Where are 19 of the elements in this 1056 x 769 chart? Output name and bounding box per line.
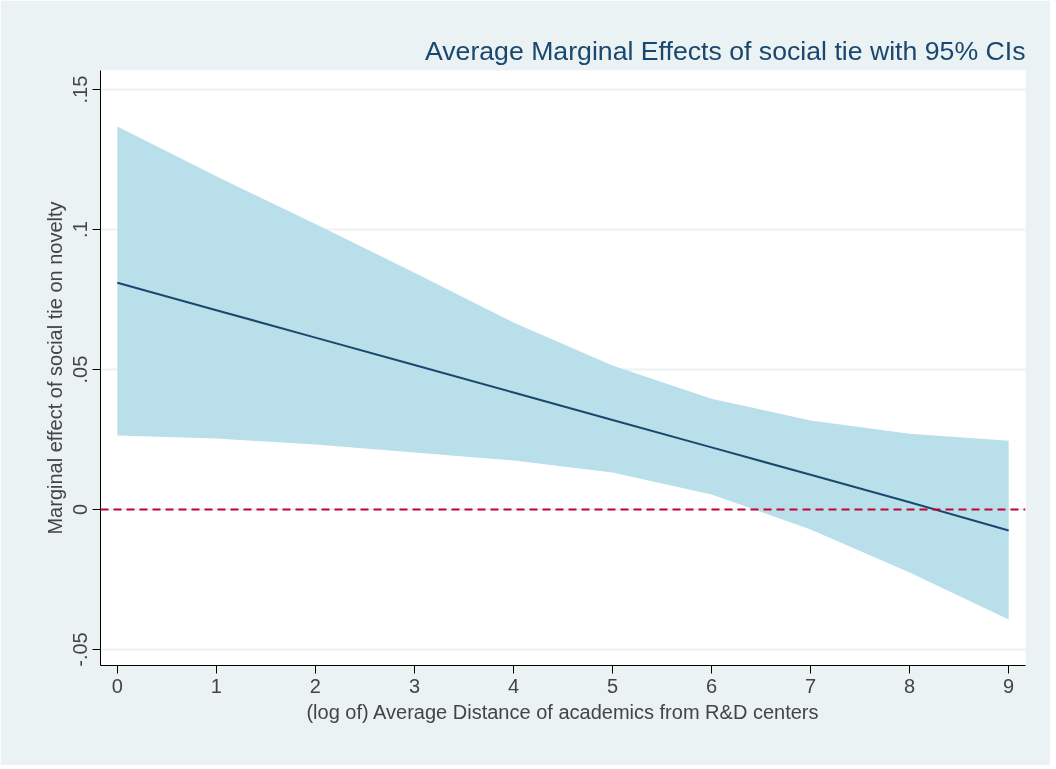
x-tick-label: 9 bbox=[1003, 674, 1015, 697]
y-tick-label: .05 bbox=[69, 355, 92, 384]
y-tick-label: 0 bbox=[69, 503, 92, 516]
y-axis-title: Marginal effect of social tie on novelty bbox=[43, 201, 66, 535]
chart-title: Average Marginal Effects of social tie with 95% CIs bbox=[424, 35, 1026, 66]
x-tick-label: 2 bbox=[309, 674, 321, 697]
x-axis-title: (log of) Average Distance of academics from R&D centers bbox=[306, 700, 819, 723]
y-tick-label: -.05 bbox=[69, 632, 92, 667]
x-tick-label: 1 bbox=[210, 674, 222, 697]
y-tick-label: .1 bbox=[69, 221, 92, 238]
x-tick-label: 8 bbox=[904, 674, 916, 697]
x-tick-label: 5 bbox=[606, 674, 619, 697]
x-tick-label: 3 bbox=[408, 674, 421, 697]
x-tick-label: 7 bbox=[805, 674, 817, 697]
x-tick-label: 0 bbox=[111, 674, 123, 697]
line-series bbox=[116, 281, 1010, 532]
x-tick-label: 4 bbox=[507, 674, 520, 697]
x-tick-label: 6 bbox=[705, 674, 718, 697]
y-tick-label: .15 bbox=[69, 75, 92, 104]
